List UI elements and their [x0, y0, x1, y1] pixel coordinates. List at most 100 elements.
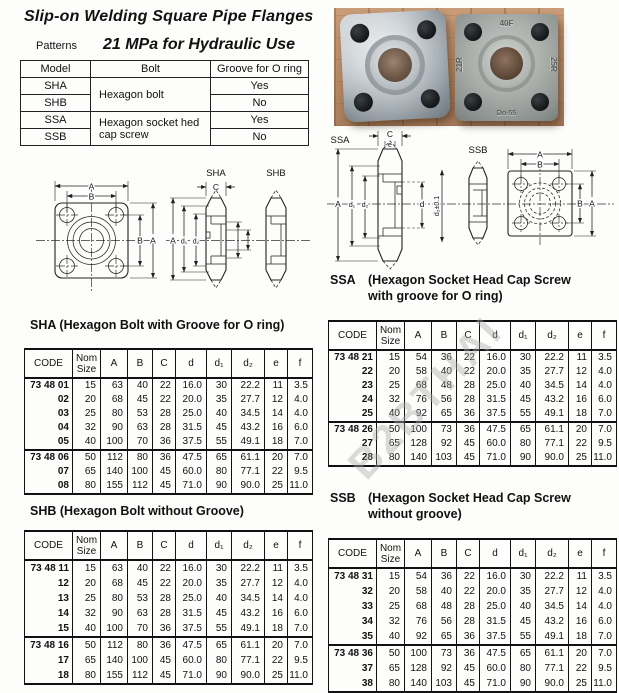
value-cell: 40 — [206, 407, 232, 421]
value-cell: 35 — [206, 576, 232, 591]
value-cell: 40 — [510, 599, 536, 614]
value-cell: 100 — [100, 435, 128, 450]
dimension-a-top: A — [507, 148, 573, 169]
table-row: 73 48 16 50 112 80 36 47.5 65 61.1 20 7.0 — [24, 636, 313, 653]
code-cell: 34 — [328, 614, 377, 629]
col-header: Nom Size — [72, 349, 101, 379]
value-cell: 7.0 — [591, 629, 617, 645]
value-cell: 45 — [152, 465, 176, 479]
value-cell: 20 — [376, 365, 405, 379]
value-cell: 11.0 — [591, 676, 617, 692]
col-header: d₁ — [510, 321, 536, 351]
value-cell: 73 — [431, 421, 457, 437]
value-cell: 70 — [127, 435, 153, 450]
value-cell: 63 — [127, 606, 153, 621]
value-cell: 14 — [264, 407, 288, 421]
value-cell: 20.0 — [175, 393, 207, 407]
code-cell: 73 48 26 — [328, 421, 377, 437]
bolt-hole — [420, 88, 441, 109]
value-cell: 22 — [152, 560, 176, 576]
value-cell: 58 — [404, 584, 432, 599]
value-cell: 36 — [456, 644, 480, 661]
value-cell: 25 — [568, 676, 592, 692]
dimension-b-top: B — [66, 190, 117, 212]
value-cell: 56 — [431, 393, 457, 407]
groove-cell: No — [210, 94, 309, 112]
code-cell: 38 — [328, 676, 377, 692]
value-cell: 60.0 — [479, 437, 511, 451]
table-row: 24 32 76 56 28 31.5 45 43.2 16 6.0 — [328, 393, 617, 407]
value-cell: 4.0 — [287, 576, 313, 591]
value-cell: 9.5 — [287, 465, 313, 479]
value-cell: 43.2 — [535, 614, 569, 629]
value-cell: 25.0 — [175, 591, 207, 606]
bolt-holes — [56, 204, 127, 277]
col-header: d₁ — [510, 539, 536, 569]
value-cell: 63 — [100, 378, 128, 393]
value-cell: 40 — [72, 435, 101, 450]
value-cell: 37.5 — [479, 407, 511, 422]
table-row: 17 65 140 100 45 60.0 80 77.1 22 9.5 — [24, 653, 313, 668]
sha-shb-technical-drawing: A B B A SHA C A — [36, 168, 312, 292]
value-cell: 12 — [568, 584, 592, 599]
value-cell: 100 — [127, 465, 153, 479]
value-cell: 45 — [510, 614, 536, 629]
value-cell: 30 — [510, 350, 536, 365]
bolt-hole — [353, 92, 374, 113]
value-cell: 90 — [510, 451, 536, 466]
ssb-heading-desc1: (Hexagon Socket Head Cap Screw — [368, 491, 571, 505]
value-cell: 20 — [568, 421, 592, 437]
col-header: C — [152, 349, 176, 379]
col-header: f — [287, 531, 313, 561]
ssa-label: SSA — [330, 135, 350, 146]
value-cell: 45 — [127, 393, 153, 407]
code-cell: 14 — [24, 606, 73, 621]
value-cell: 14 — [568, 379, 592, 393]
page-subtitle: 21 MPa for Hydraulic Use — [102, 36, 296, 53]
value-cell: 12 — [264, 393, 288, 407]
value-cell: 100 — [127, 653, 153, 668]
value-cell: 28 — [456, 393, 480, 407]
table-row: 37 65 128 92 45 60.0 80 77.1 22 9.5 — [328, 661, 617, 676]
value-cell: 25 — [568, 451, 592, 466]
value-cell: 40 — [510, 379, 536, 393]
col-header: f — [287, 349, 313, 379]
value-cell: 155 — [100, 668, 128, 684]
value-cell: 31.5 — [175, 421, 207, 435]
value-cell: 34.5 — [231, 407, 265, 421]
value-cell: 22 — [456, 568, 480, 584]
dimension-b-top: B — [520, 158, 560, 178]
shb-label: SHB — [266, 168, 286, 179]
value-cell: 3.5 — [591, 568, 617, 584]
value-cell: 32 — [72, 606, 101, 621]
dim-label: A — [150, 236, 156, 246]
code-cell: 73 48 16 — [24, 636, 73, 653]
value-cell: 22 — [456, 365, 480, 379]
ssb-heading-label: SSB — [330, 491, 356, 505]
col-header: e — [264, 349, 288, 379]
value-cell: 20 — [72, 393, 101, 407]
table-row: 22 20 58 40 22 20.0 35 27.7 12 4.0 — [328, 365, 617, 379]
model-cell: SSA — [20, 111, 91, 129]
sha-label: SHA — [206, 168, 226, 179]
value-cell: 18 — [264, 435, 288, 450]
code-cell: 73 48 06 — [24, 449, 73, 465]
value-cell: 80 — [72, 479, 101, 494]
value-cell: 16.0 — [479, 568, 511, 584]
value-cell: 80 — [206, 465, 232, 479]
value-cell: 90 — [206, 479, 232, 494]
dim-label: A — [170, 236, 176, 246]
value-cell: 36 — [456, 421, 480, 437]
dim-label: d₁ — [349, 202, 356, 209]
table-row: SSB No — [20, 128, 309, 146]
value-cell: 65 — [72, 465, 101, 479]
dimension-b-right: B — [566, 183, 585, 224]
value-cell: 90.0 — [535, 451, 569, 466]
value-cell: 4.0 — [287, 393, 313, 407]
section-view-sha: SHA C A d₁ d₂ — [166, 168, 312, 289]
value-cell: 20.0 — [175, 576, 207, 591]
model-cell: SHA — [20, 77, 91, 95]
value-cell: 30 — [206, 378, 232, 393]
table-row: 15 40 100 70 36 37.5 55 49.1 18 7.0 — [24, 621, 313, 637]
